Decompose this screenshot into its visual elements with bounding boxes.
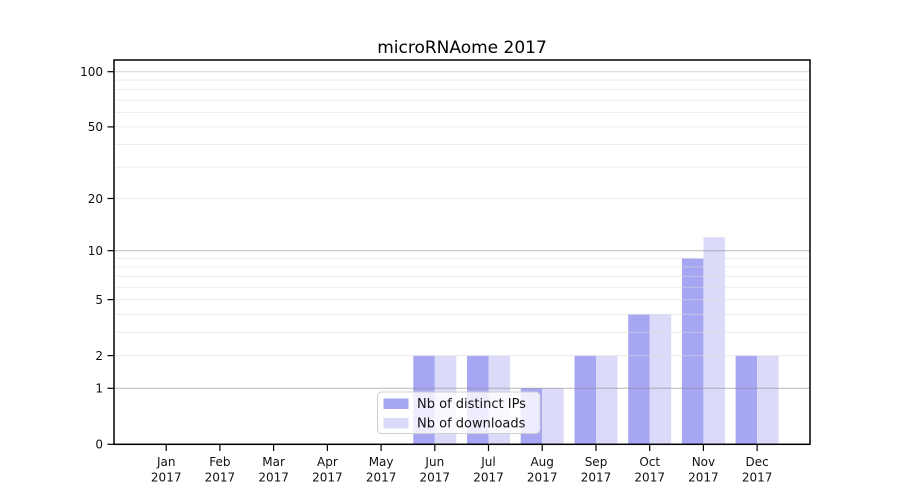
legend: Nb of distinct IPs Nb of downloads	[377, 391, 541, 434]
legend-box	[377, 391, 541, 434]
legend-label-distinct-ips: Nb of distinct IPs	[417, 397, 526, 412]
plot-frame	[113, 59, 811, 446]
bars-layer	[413, 237, 779, 445]
bar-distinct-ips-oct	[628, 314, 650, 445]
y-tick-label-100: 100	[80, 65, 103, 79]
gridlines-layer	[114, 71, 810, 389]
y-tick-label-2: 2	[95, 349, 103, 363]
x-tick-label-jun: Jun 2017	[420, 455, 451, 485]
axes-layer: 0 1 2 5 10 20 50 100 Jan 2017 Feb 2017 Mar 2017 Apr 201…	[80, 65, 772, 485]
bar-distinct-ips-sep	[574, 355, 596, 445]
y-tick-label-0: 0	[95, 438, 103, 452]
bar-downloads-dec	[757, 355, 779, 445]
bar-distinct-ips-nov	[681, 258, 704, 445]
legend-label-downloads: Nb of downloads	[417, 417, 526, 432]
x-tick-label-jul: Jul 2017	[473, 455, 504, 485]
x-tick-label-may: May 2017	[366, 455, 397, 485]
bar-downloads-aug	[542, 388, 564, 445]
bar-distinct-ips-dec	[735, 355, 758, 445]
y-tick-label-5: 5	[95, 293, 103, 307]
y-tick-label-50: 50	[88, 120, 103, 134]
y-tick-label-20: 20	[88, 192, 103, 206]
x-tick-label-jan: Jan 2017	[151, 455, 182, 485]
legend-swatch-distinct-ips	[383, 398, 409, 409]
x-tick-label-feb: Feb 2017	[205, 455, 236, 485]
chart-title: microRNAome 2017	[377, 38, 547, 58]
bar-downloads-oct	[649, 314, 672, 445]
bar-downloads-nov	[703, 237, 725, 445]
bar-downloads-sep	[596, 355, 618, 445]
y-tick-label-1: 1	[95, 382, 103, 396]
x-tick-label-sep: Sep 2017	[581, 455, 612, 485]
x-tick-label-mar: Mar 2017	[258, 455, 289, 485]
x-tick-label-dec: Dec 2017	[742, 455, 773, 485]
x-tick-label-nov: Nov 2017	[688, 455, 719, 485]
x-tick-label-oct: Oct 2017	[634, 455, 665, 485]
y-tick-label-10: 10	[88, 244, 103, 258]
legend-swatch-downloads	[383, 418, 409, 429]
x-tick-label-aug: Aug 2017	[527, 455, 558, 485]
x-tick-label-apr: Apr 2017	[312, 455, 343, 485]
